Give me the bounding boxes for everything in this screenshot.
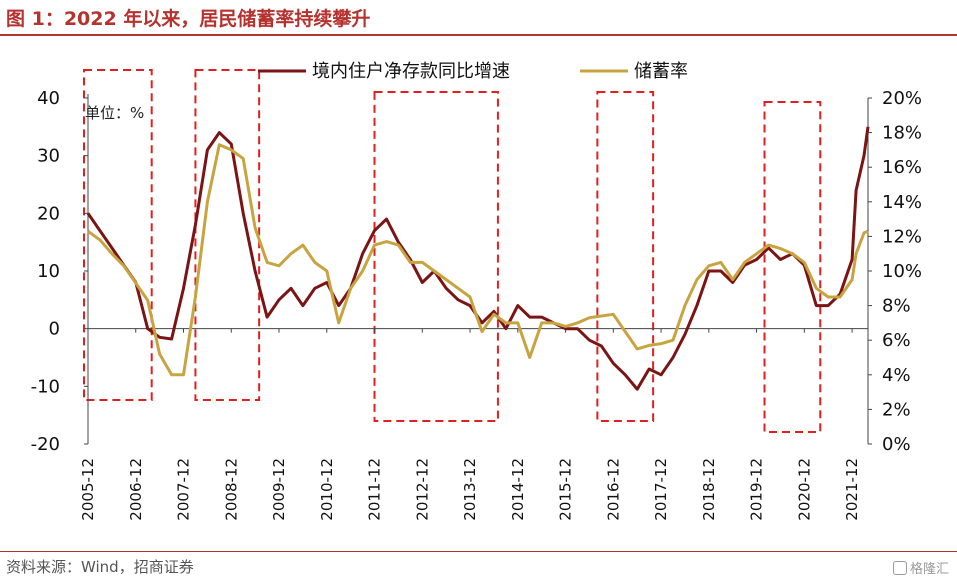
- figure-title: 图 1：2022 年以来，居民储蓄率持续攀升: [6, 8, 371, 30]
- x-tick-label: 2006-12: [127, 458, 145, 521]
- series-lines: [86, 126, 870, 391]
- title-rule: [0, 34, 957, 36]
- x-tick-label: 2008-12: [222, 458, 240, 521]
- left-tick-label: 20: [37, 203, 60, 224]
- x-tick-label: 2011-12: [366, 458, 384, 521]
- legend-label: 储蓄率: [634, 61, 688, 82]
- footer-rule: [0, 551, 957, 552]
- x-tick-label: 2012-12: [413, 458, 431, 521]
- x-tick-label: 2020-12: [795, 458, 813, 521]
- x-tick-label: 2010-12: [318, 458, 336, 521]
- left-tick-label: 0: [49, 319, 60, 340]
- x-tick-label: 2016-12: [604, 458, 622, 521]
- source-note: 资料来源：Wind，招商证券: [6, 558, 194, 576]
- legend: 境内住户净存款同比增速 储蓄率: [258, 61, 688, 82]
- x-tick-label: 2015-12: [557, 458, 575, 521]
- unit-label: 单位：%: [85, 104, 144, 122]
- watermark-logo-icon: [892, 561, 907, 575]
- right-tick-label: 6%: [882, 330, 911, 351]
- x-tick-label: 2017-12: [652, 458, 670, 521]
- highlight-box: [83, 69, 153, 401]
- x-tick-label: 2018-12: [700, 458, 718, 521]
- axes: 40 30 20 10 0 -10 -20 20% 18% 16% 14% 12% 10% 8% 6% 4% 2…: [31, 88, 922, 521]
- watermark-text: 格隆汇: [909, 562, 949, 577]
- watermark: 格隆汇: [892, 558, 949, 577]
- highlight-box: [373, 91, 499, 422]
- line-chart: 40 30 20 10 0 -10 -20 20% 18% 16% 14% 12% 10% 8% 6% 4% 2…: [31, 61, 922, 521]
- left-tick-label: 30: [37, 146, 60, 167]
- legend-label: 境内住户净存款同比增速: [312, 61, 510, 82]
- x-tick-label: 2013-12: [461, 458, 479, 521]
- highlight-box: [763, 101, 822, 433]
- x-tick-label: 2007-12: [175, 458, 193, 521]
- left-tick-label: -20: [31, 434, 60, 455]
- right-tick-label: 0%: [882, 434, 911, 455]
- right-tick-label: 18%: [882, 123, 922, 144]
- highlight-boxes: [83, 69, 822, 433]
- right-tick-label: 10%: [882, 261, 922, 282]
- highlight-box: [596, 91, 655, 422]
- deposit-growth-line: [86, 126, 870, 391]
- right-tick-label: 16%: [882, 157, 922, 178]
- x-tick-label: 2019-12: [748, 458, 766, 521]
- right-tick-label: 8%: [882, 296, 911, 317]
- right-tick-label: 20%: [882, 88, 922, 109]
- right-tick-label: 14%: [882, 192, 922, 213]
- left-tick-label: 40: [37, 88, 60, 109]
- x-tick-label: 2005-12: [79, 458, 97, 521]
- right-tick-label: 2%: [882, 399, 911, 420]
- x-tick-label: 2014-12: [509, 458, 527, 521]
- left-tick-label: 10: [37, 261, 60, 282]
- x-tick-label: 2009-12: [270, 458, 288, 521]
- highlight-box: [194, 69, 261, 401]
- right-tick-label: 12%: [882, 226, 922, 247]
- saving-rate-line: [87, 143, 869, 377]
- right-tick-label: 4%: [882, 365, 911, 386]
- x-tick-label: 2021-12: [843, 458, 861, 521]
- left-tick-label: -10: [31, 376, 60, 397]
